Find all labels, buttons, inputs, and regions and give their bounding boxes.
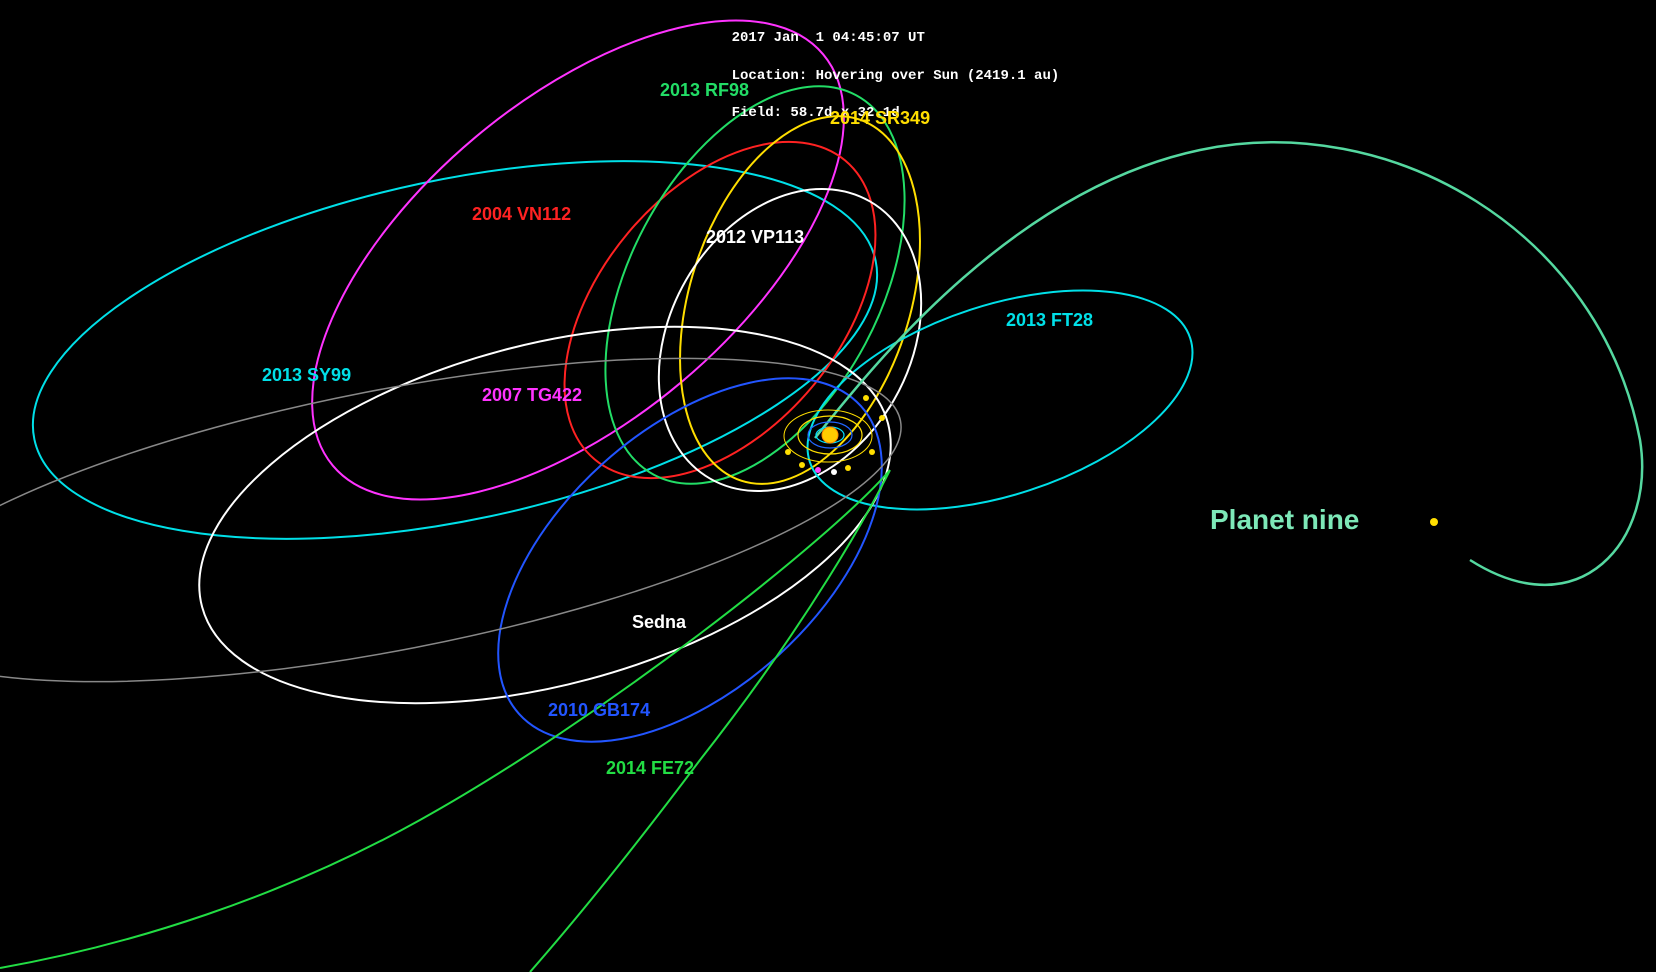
sun-icon	[822, 427, 838, 443]
body-dot-6	[815, 467, 821, 473]
body-dot-7	[831, 469, 837, 475]
body-dot-0	[863, 395, 869, 401]
body-dot-2	[869, 449, 875, 455]
label-sr349: 2014 SR349	[830, 108, 930, 129]
label-gb174: 2010 GB174	[548, 700, 650, 721]
label-sy99: 2013 SY99	[262, 365, 351, 386]
label-ft28: 2013 FT28	[1006, 310, 1093, 331]
orbit-sr349	[637, 85, 964, 514]
label-sedna: Sedna	[632, 612, 686, 633]
orbit-diagram: 2017 Jan 1 04:45:07 UT Location: Hoverin…	[0, 0, 1656, 972]
body-dot-3	[845, 465, 851, 471]
header-line1: 2017 Jan 1 04:45:07 UT	[732, 30, 925, 46]
body-dot-4	[799, 462, 805, 468]
header-line2: Location: Hovering over Sun (2419.1 au)	[732, 68, 1060, 84]
orbit-canvas	[0, 0, 1656, 972]
label-vn112: 2004 VN112	[472, 204, 571, 225]
label-tg422: 2007 TG422	[482, 385, 582, 406]
label-fe72: 2014 FE72	[606, 758, 694, 779]
label-p9: Planet nine	[1210, 504, 1359, 536]
label-vp113: 2012 VP113	[706, 227, 804, 248]
body-dot-1	[879, 415, 885, 421]
label-rf98: 2013 RF98	[660, 80, 749, 101]
body-dot-8	[1430, 518, 1438, 526]
orbit-sy99	[0, 94, 911, 605]
body-dot-5	[785, 449, 791, 455]
